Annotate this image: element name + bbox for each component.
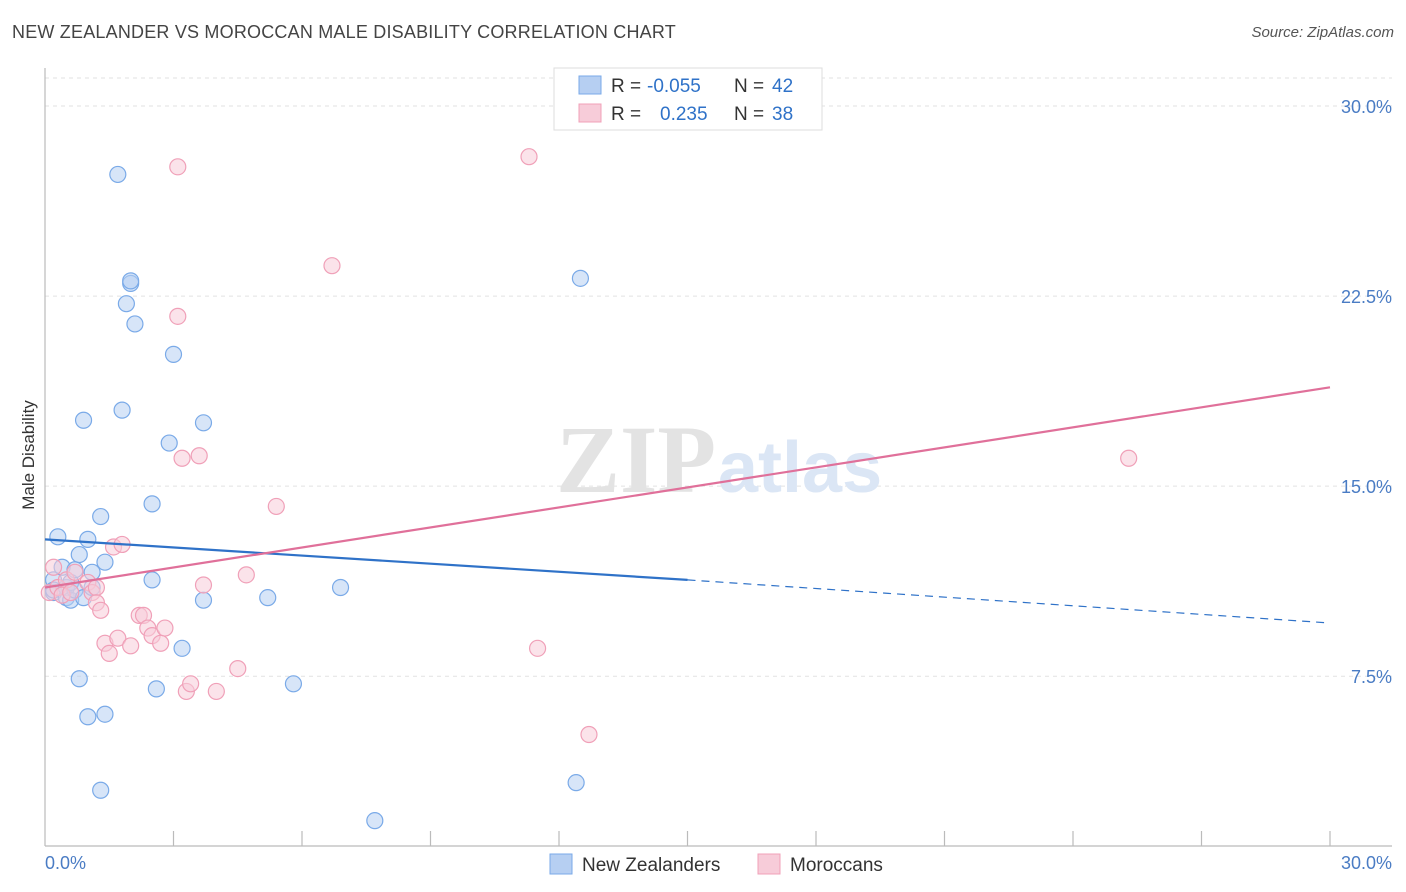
data-point-moroccans-15: [109, 629, 127, 647]
data-point-moroccans-28: [182, 675, 200, 693]
data-point-new-zealanders-34: [173, 639, 191, 657]
bottom-legend: New Zealanders Moroccans: [549, 853, 883, 876]
data-point-new-zealanders-35: [194, 414, 213, 432]
data-point-new-zealanders-38: [284, 675, 303, 693]
data-point-new-zealanders-25: [117, 295, 135, 313]
legend-swatch-moroccans: [578, 103, 602, 123]
y-tick-label-1: 15.0%: [1341, 477, 1392, 497]
bottom-legend-swatch-moroccans: [757, 853, 781, 875]
bottom-legend-label-new-zealanders: New Zealanders: [582, 855, 720, 876]
y-tick-label-0: 7.5%: [1351, 667, 1392, 687]
data-point-new-zealanders-22: [96, 705, 114, 723]
trend-line-new-zealanders-extrapolated: [687, 579, 1331, 624]
data-point-new-zealanders-41: [567, 774, 585, 792]
x-axis-ticks: [172, 831, 1331, 846]
data-point-new-zealanders-31: [147, 680, 165, 698]
legend-r-value-0: -0.055: [647, 76, 701, 97]
legend-r-label-0: R =: [611, 76, 641, 97]
data-point-moroccans-24: [169, 307, 187, 325]
data-point-new-zealanders-24: [113, 401, 131, 419]
data-point-new-zealanders-14: [74, 411, 93, 429]
data-point-new-zealanders-29: [143, 571, 161, 589]
chart-title: NEW ZEALANDER VS MOROCCAN MALE DISABILIT…: [12, 22, 676, 42]
data-point-moroccans-39: [1120, 449, 1138, 467]
data-point-moroccans-37: [528, 639, 547, 657]
x-tick-label-max: 30.0%: [1341, 853, 1392, 873]
series-new-zealanders: [44, 165, 590, 830]
legend-n-value-0: 42: [772, 76, 793, 97]
bottom-legend-swatch-new-zealanders: [549, 853, 573, 875]
data-point-new-zealanders-30: [143, 495, 161, 513]
data-point-moroccans-6: [66, 563, 84, 581]
data-point-new-zealanders-13: [70, 670, 88, 688]
data-point-moroccans-26: [173, 449, 191, 467]
watermark-atlas: atlas: [718, 428, 882, 508]
y-axis-label: Male Disability: [19, 400, 38, 510]
data-point-new-zealanders-23: [109, 165, 127, 184]
legend-swatch-new-zealanders: [578, 75, 602, 95]
data-point-moroccans-38: [580, 725, 598, 744]
data-point-new-zealanders-16: [79, 708, 97, 726]
series-moroccans: [40, 148, 1138, 744]
data-point-moroccans-11: [92, 601, 110, 619]
data-point-new-zealanders-39: [331, 578, 350, 597]
data-point-moroccans-25: [169, 158, 187, 176]
data-point-new-zealanders-40: [366, 812, 384, 830]
data-point-moroccans-22: [152, 634, 170, 652]
x-tick-label-min: 0.0%: [45, 853, 86, 873]
bottom-legend-label-moroccans: Moroccans: [790, 855, 883, 876]
data-point-new-zealanders-37: [259, 589, 277, 607]
data-point-moroccans-32: [229, 660, 247, 678]
legend-r-label-1: R =: [611, 104, 641, 125]
trend-line-new-zealanders: [44, 538, 688, 582]
data-point-moroccans-35: [323, 257, 341, 275]
legend-n-value-1: 38: [772, 104, 793, 125]
y-tick-labels: 7.5% 15.0% 22.5% 30.0%: [1341, 97, 1392, 687]
data-point-new-zealanders-11: [70, 545, 88, 564]
data-point-moroccans-23: [156, 619, 174, 637]
data-point-new-zealanders-36: [194, 591, 213, 609]
data-point-moroccans-34: [267, 497, 285, 516]
data-point-new-zealanders-20: [92, 781, 110, 799]
data-point-new-zealanders-33: [164, 345, 183, 363]
data-point-moroccans-5: [62, 583, 80, 602]
chart-source: Source: ZipAtlas.com: [1251, 24, 1394, 41]
data-point-new-zealanders-42: [571, 269, 590, 287]
data-point-moroccans-17: [122, 637, 140, 655]
data-point-moroccans-9: [87, 578, 106, 597]
data-point-moroccans-1: [44, 558, 63, 576]
data-point-new-zealanders-19: [92, 507, 110, 526]
legend: R = -0.055 N = 42 R = 0.235 N = 38: [553, 67, 823, 131]
data-point-new-zealanders-28: [126, 315, 144, 333]
y-tick-label-2: 22.5%: [1341, 287, 1392, 307]
legend-n-label-0: N =: [734, 76, 764, 97]
gridlines: [45, 77, 1392, 677]
data-point-moroccans-36: [520, 148, 538, 166]
trend-line-moroccans: [44, 386, 1331, 589]
data-point-moroccans-29: [190, 447, 208, 465]
data-point-new-zealanders-27: [122, 272, 140, 290]
trend-lines: [44, 386, 1331, 624]
legend-n-label-1: N =: [734, 104, 764, 125]
data-point-moroccans-33: [237, 566, 255, 584]
data-point-moroccans-31: [207, 682, 225, 701]
y-tick-label-3: 30.0%: [1341, 97, 1392, 117]
watermark-zip: ZIP: [556, 406, 716, 513]
legend-r-value-1: 0.235: [660, 104, 708, 125]
data-point-new-zealanders-32: [160, 434, 178, 452]
data-point-new-zealanders-3: [49, 528, 67, 546]
data-point-new-zealanders-15: [79, 530, 97, 548]
data-point-moroccans-30: [194, 576, 213, 594]
data-point-new-zealanders-21: [96, 553, 114, 571]
data-point-moroccans-13: [100, 644, 118, 663]
